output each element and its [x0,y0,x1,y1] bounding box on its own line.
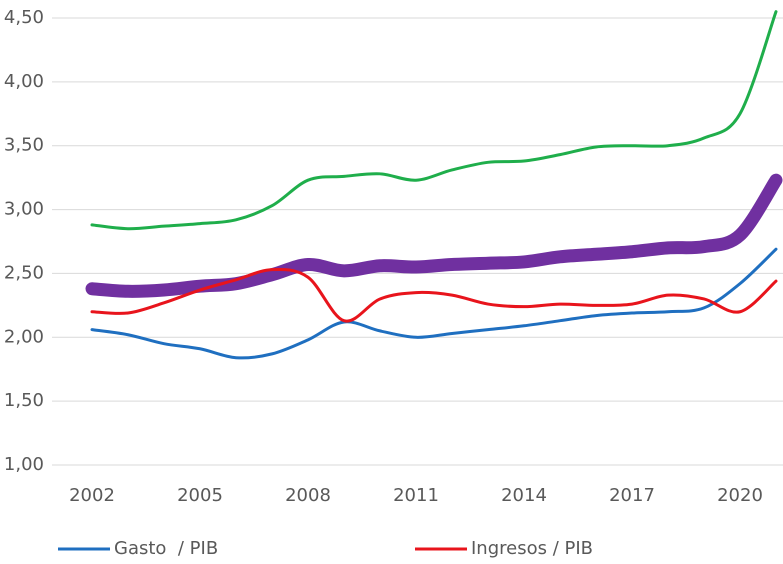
y-tick-label: 4,00 [4,71,44,92]
data-line [85,173,783,298]
data-line [90,247,778,360]
x-tick-label: 2017 [609,485,655,506]
y-tick-label: 2,00 [4,326,44,347]
legend-label: Gasto / PIB [114,538,218,559]
legend-label: Ingresos / PIB [471,538,593,559]
x-tick-label: 2011 [393,485,439,506]
y-tick-label: 4,50 [4,7,44,28]
y-tick-label: 3,50 [4,135,44,156]
data-line [90,10,778,231]
y-tick-label: 2,50 [4,262,44,283]
x-tick-label: 2020 [717,485,763,506]
x-tick-label: 2008 [285,485,331,506]
y-tick-label: 3,00 [4,199,44,220]
data-line [90,267,778,323]
x-tick-label: 2014 [501,485,547,506]
x-tick-label: 2005 [177,485,223,506]
y-tick-label: 1,50 [4,390,44,411]
x-tick-label: 2002 [69,485,115,506]
y-tick-label: 1,00 [4,454,44,475]
